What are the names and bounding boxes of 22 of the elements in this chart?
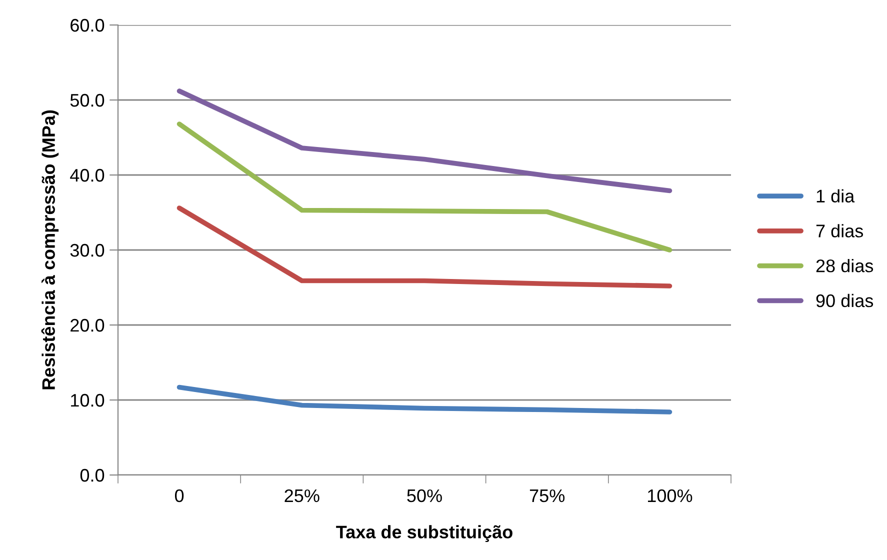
legend-label: 1 dia [816, 189, 855, 203]
x-tick-label: 50% [407, 489, 442, 502]
x-axis-title: Taxa de substituição [336, 525, 512, 542]
line-series [176, 384, 672, 414]
legend-label: 28 dias [816, 259, 874, 272]
legend-label: 90 dias [816, 294, 874, 308]
x-tick-label: 100% [648, 489, 692, 502]
x-tick-label: 25% [284, 489, 320, 502]
y-tick-label: 30.0 [70, 244, 104, 257]
x-tick-label: 0 [174, 489, 184, 502]
x-tick-label: 75% [530, 489, 565, 502]
line-series [176, 122, 672, 252]
y-axis-title: Resistência à compressão (MPa) [41, 110, 59, 390]
y-tick-label: 50.0 [70, 94, 104, 107]
y-tick-label: 10.0 [71, 394, 104, 407]
y-tick-label: 40.0 [70, 168, 104, 182]
y-tick-label: 0.0 [80, 468, 104, 482]
legend-label: 7 dias [816, 224, 864, 238]
y-tick-label: 20.0 [70, 318, 104, 332]
line-series [176, 206, 672, 288]
line-series [176, 88, 672, 194]
y-tick-label: 60.0 [70, 18, 104, 32]
